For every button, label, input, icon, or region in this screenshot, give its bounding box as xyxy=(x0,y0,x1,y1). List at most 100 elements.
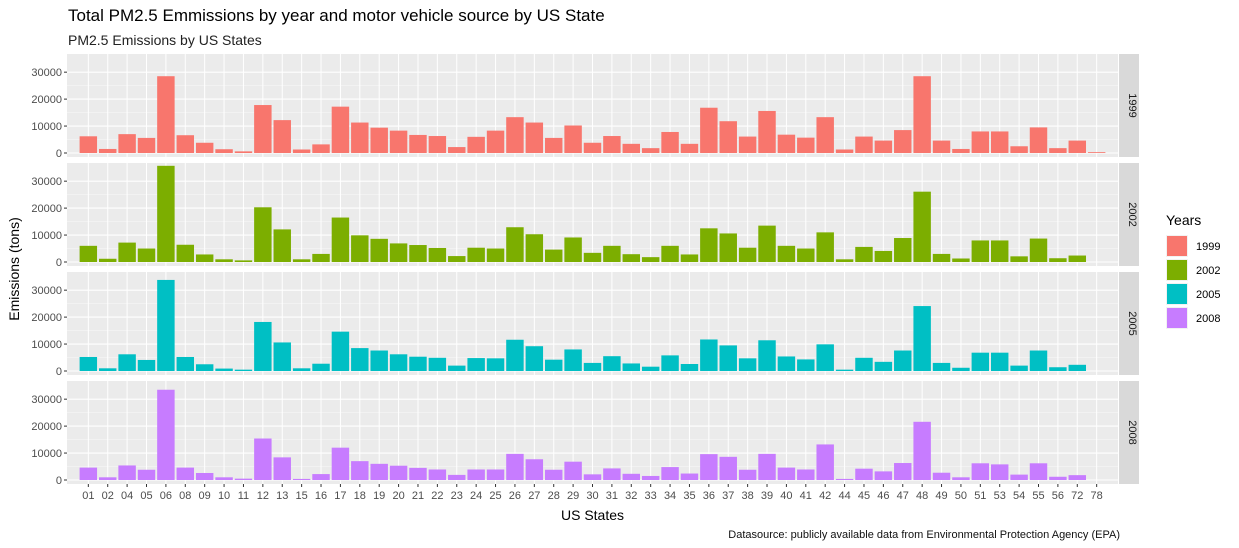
bar xyxy=(389,130,408,153)
bar xyxy=(389,243,408,262)
bar xyxy=(894,350,912,371)
bar xyxy=(564,461,582,480)
bar xyxy=(486,130,505,153)
bar xyxy=(544,249,563,262)
x-tick-label: 39 xyxy=(761,490,773,502)
bar xyxy=(525,459,544,480)
bar xyxy=(467,469,485,480)
x-tick-label: 33 xyxy=(645,490,657,502)
legend-swatch xyxy=(1167,308,1187,328)
bar xyxy=(215,368,233,371)
bar xyxy=(234,260,253,262)
y-tick-label: 30000 xyxy=(31,176,62,188)
x-tick-label: 29 xyxy=(567,490,579,502)
bar xyxy=(758,225,776,262)
bar xyxy=(816,344,834,371)
bar xyxy=(894,130,912,153)
bar xyxy=(855,468,873,480)
bar xyxy=(641,257,660,262)
x-tick-label: 11 xyxy=(238,490,249,502)
bar xyxy=(448,365,466,371)
bar xyxy=(409,134,427,153)
y-tick-label: 20000 xyxy=(31,94,62,106)
bar xyxy=(758,340,776,371)
chart-caption: Datasource: publicly available data from… xyxy=(728,529,1120,541)
bar xyxy=(603,136,621,153)
bar xyxy=(603,245,621,262)
x-tick-label: 56 xyxy=(1052,490,1064,502)
bar xyxy=(583,142,602,153)
bar xyxy=(525,346,544,371)
bar xyxy=(990,464,1009,480)
bar xyxy=(622,254,641,262)
bar xyxy=(292,368,311,371)
bar xyxy=(874,471,893,480)
x-tick-label: 22 xyxy=(431,490,443,502)
bar xyxy=(544,359,563,371)
bar xyxy=(234,478,253,480)
bar xyxy=(1029,238,1048,262)
bar xyxy=(855,136,873,153)
bar xyxy=(351,348,369,371)
bar xyxy=(816,444,834,480)
x-tick-label: 45 xyxy=(858,490,870,502)
bar xyxy=(913,76,931,153)
bar xyxy=(1010,256,1028,262)
y-tick-label: 30000 xyxy=(31,67,62,79)
bar xyxy=(1029,127,1048,153)
y-tick-label: 10000 xyxy=(31,121,62,133)
bar xyxy=(118,134,136,153)
bar xyxy=(797,248,815,262)
legend-label: 2005 xyxy=(1196,289,1220,301)
bar xyxy=(971,131,990,153)
bar xyxy=(661,131,679,153)
bar xyxy=(680,143,699,153)
bar xyxy=(738,469,757,480)
x-tick-label: 40 xyxy=(780,490,792,502)
x-axis-title: US States xyxy=(561,507,624,523)
bar xyxy=(1049,148,1067,153)
bar xyxy=(370,238,388,262)
y-tick-label: 10000 xyxy=(31,230,62,242)
bar xyxy=(622,363,641,371)
bar xyxy=(525,122,544,153)
bar xyxy=(137,469,156,480)
bar xyxy=(292,259,311,262)
bar xyxy=(661,245,679,262)
bar xyxy=(118,465,136,480)
bar xyxy=(79,356,98,371)
bar xyxy=(641,475,660,480)
bar xyxy=(894,463,912,480)
bar xyxy=(661,467,679,480)
facet-strip-label: 2005 xyxy=(1126,311,1138,335)
bar xyxy=(448,256,466,262)
bar xyxy=(176,135,195,153)
bar xyxy=(525,234,544,262)
bar xyxy=(564,349,582,371)
bar xyxy=(215,477,233,480)
bar xyxy=(700,454,718,480)
bar xyxy=(370,127,388,153)
x-tick-label: 38 xyxy=(742,490,754,502)
bar xyxy=(157,76,175,153)
bar xyxy=(215,149,233,153)
bar xyxy=(118,354,136,371)
bar xyxy=(254,438,272,480)
bar xyxy=(1029,350,1048,371)
bar xyxy=(1010,146,1028,153)
x-tick-label: 37 xyxy=(722,490,734,502)
bar xyxy=(719,345,737,371)
bar xyxy=(486,248,505,262)
x-tick-label: 09 xyxy=(199,490,211,502)
bar xyxy=(894,238,912,262)
bar xyxy=(137,137,156,153)
bar xyxy=(564,125,582,153)
legend-swatch xyxy=(1167,236,1187,256)
y-tick-label: 0 xyxy=(56,475,62,487)
y-tick-label: 30000 xyxy=(31,285,62,297)
x-tick-label: 16 xyxy=(315,490,327,502)
panel-1999: 0 10000 20000 30000 1999 xyxy=(31,54,1139,160)
bar xyxy=(603,468,621,480)
bar xyxy=(467,247,485,262)
x-tick-label: 36 xyxy=(703,490,715,502)
